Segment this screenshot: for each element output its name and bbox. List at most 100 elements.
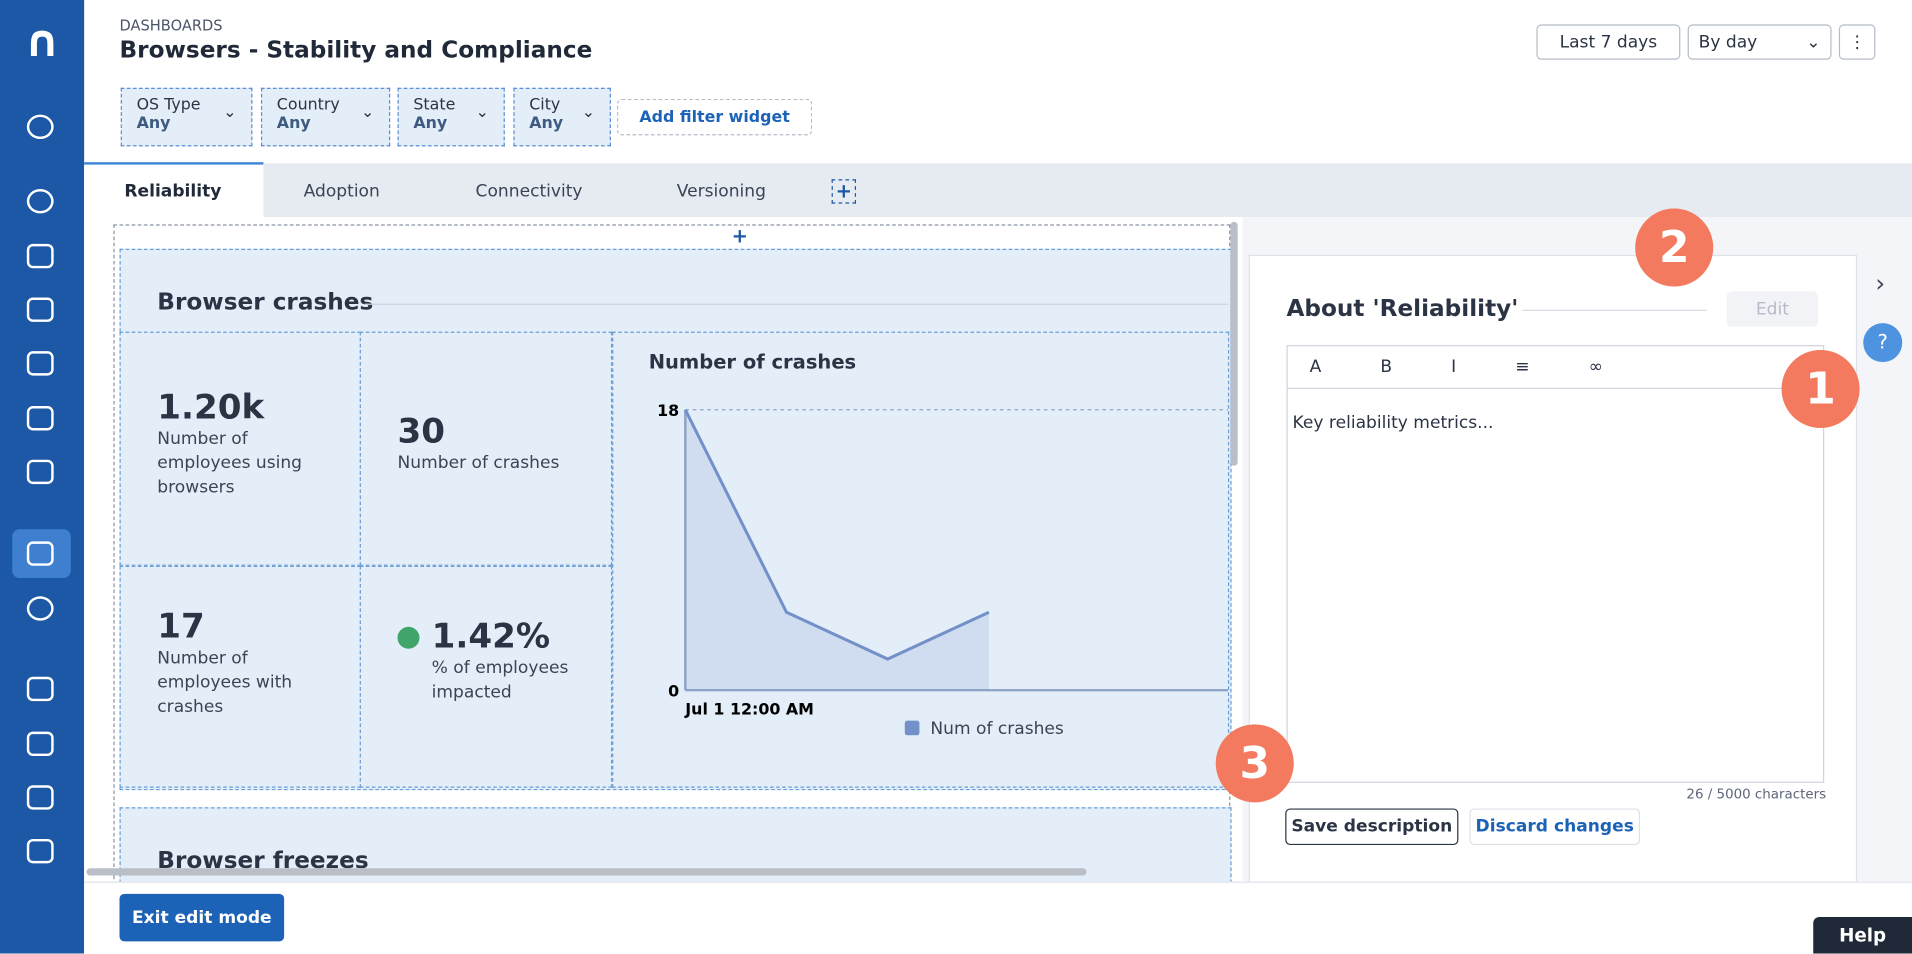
timeframe[interactable]: Last 7 days — [1536, 24, 1681, 60]
toolbar[interactable]: A B I ≡ ∞ — [1287, 346, 1823, 389]
exit-label: Exit edit mode — [131, 907, 272, 928]
divider — [364, 303, 1228, 305]
filter[interactable]: Country Any ⌄ — [260, 87, 391, 147]
filter[interactable]: State Any ⌄ — [397, 87, 505, 147]
tab-active — [84, 162, 264, 220]
filter-value: Any — [413, 114, 448, 133]
tab[interactable]: Adoption — [303, 181, 380, 202]
more-button[interactable]: ⋮ — [1838, 24, 1876, 60]
y-tick-label: 18 — [657, 401, 679, 420]
chevron: ⌄ — [581, 103, 596, 122]
tab[interactable]: Connectivity — [475, 181, 583, 202]
timeframe-label: Last 7 days — [1559, 32, 1658, 52]
nav-icon[interactable] — [26, 243, 54, 269]
tile-value: 30 — [397, 410, 446, 452]
line — [683, 409, 990, 661]
sidebar: ∩ — [0, 0, 85, 954]
chart-title: Number of crashes — [649, 350, 856, 373]
save-button[interactable]: Save description — [1285, 808, 1459, 846]
tile: 30 Number of crashes — [359, 331, 613, 566]
about-panel — [1248, 254, 1858, 885]
help-button[interactable]: Help — [1813, 916, 1912, 954]
discard-label: Discard changes — [1475, 816, 1634, 837]
exit-button[interactable]: Exit edit mode — [119, 893, 285, 942]
add-tab[interactable]: + — [831, 179, 857, 204]
about-title: About 'Reliability' — [1286, 295, 1519, 322]
tile-label: Number of employees using browsers — [157, 429, 303, 498]
nav-icon[interactable] — [26, 676, 54, 702]
nav-icon[interactable] — [26, 731, 54, 757]
add-filter[interactable]: Add filter widget — [617, 98, 813, 136]
edit-label: Edit — [1755, 299, 1789, 319]
help-label: Help — [1839, 924, 1887, 947]
footer — [84, 881, 1912, 954]
filter[interactable]: City Any ⌄ — [513, 87, 611, 147]
tile-label: Number of crashes — [397, 453, 560, 474]
nav-icon[interactable] — [26, 297, 54, 322]
chevron: ⌄ — [361, 103, 375, 122]
tile-value: 1.20k — [157, 386, 265, 427]
nav-icon[interactable] — [26, 189, 54, 214]
step-badge: 1 — [1781, 349, 1860, 429]
granularity[interactable]: By day ⌄ — [1687, 24, 1832, 60]
scrollbar[interactable] — [86, 868, 1087, 876]
step-number: 2 — [1658, 222, 1690, 273]
char-counter: 26 / 5000 characters — [1686, 786, 1827, 803]
chevron: ⌄ — [223, 103, 237, 122]
filter-label: State — [413, 96, 456, 115]
legend-swatch — [904, 720, 920, 736]
granularity-label: By day — [1698, 32, 1758, 52]
tile: 1.42%% of employees impacted — [359, 565, 613, 788]
add-row[interactable]: + — [731, 224, 748, 248]
step-number: 1 — [1805, 363, 1836, 414]
nav-active[interactable] — [12, 529, 71, 578]
tile-label: % of employees impacted — [431, 658, 569, 703]
tile: 1.20k Number of employees using browsers — [119, 331, 361, 566]
tile-label: Number of employees with crashes — [157, 648, 293, 718]
divider — [1521, 309, 1708, 311]
tile-value: 1.42% — [431, 615, 551, 657]
tab[interactable]: Versioning — [676, 181, 766, 202]
step-number: 3 — [1239, 738, 1271, 789]
area — [685, 409, 989, 691]
collapse[interactable]: › — [1875, 268, 1886, 298]
filter-value: Any — [529, 114, 564, 133]
filter-label: OS Type — [136, 96, 201, 115]
tile: 17 Number of employees with crashes — [119, 565, 361, 788]
tab[interactable]: Reliability — [124, 181, 222, 202]
page-title: Browsers - Stability and Compliance — [119, 36, 593, 64]
help-icon[interactable]: ? — [1863, 323, 1903, 363]
breadcrumb[interactable]: DASHBOARDS — [119, 17, 223, 35]
x-tick-label: Jul 1 12:00 AM — [684, 700, 814, 719]
tile-value: 17 — [157, 606, 205, 647]
logo[interactable]: ∩ — [24, 17, 61, 68]
editor[interactable]: A B I ≡ ∞ Key reliability metrics... — [1286, 345, 1825, 783]
nav-icon[interactable] — [26, 785, 54, 810]
nav-icon[interactable] — [26, 351, 54, 376]
scrollbar[interactable] — [1230, 221, 1238, 466]
save-label: Save description — [1291, 816, 1453, 837]
section-title: Browser crashes — [157, 288, 374, 316]
nav-icon[interactable] — [26, 541, 54, 566]
edit-button[interactable]: Edit — [1726, 291, 1819, 327]
step-badge: 2 — [1635, 208, 1714, 287]
filter[interactable]: OS Type Any ⌄ — [120, 87, 253, 147]
tab-bar — [84, 163, 1912, 218]
status-ok — [397, 626, 420, 649]
filter-value: Any — [276, 114, 311, 133]
discard-button[interactable]: Discard changes — [1469, 808, 1641, 846]
filter-value: Any — [136, 114, 171, 133]
nav-icon[interactable] — [26, 838, 54, 864]
step-badge: 3 — [1215, 724, 1294, 803]
chevron: ⌄ — [475, 103, 489, 122]
add-filter-label: Add filter widget — [639, 107, 790, 127]
canvas: + Browser crashes 1.20k Number of employe… — [84, 217, 1243, 882]
nav-icon[interactable] — [26, 459, 54, 485]
nav-icon[interactable] — [26, 406, 54, 431]
nav-icon[interactable] — [26, 596, 54, 621]
y-tick-label: 0 — [668, 681, 679, 700]
nav-icon[interactable] — [26, 114, 54, 140]
